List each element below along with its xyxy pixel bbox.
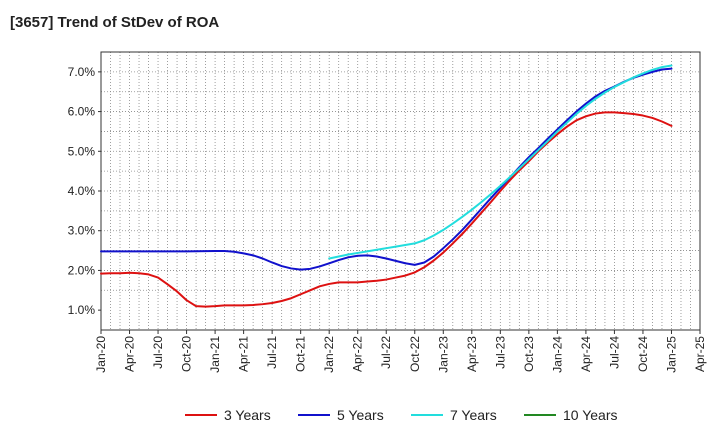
series-line-7-years [328,64,673,260]
x-tick-label: Jan-22 [322,336,336,373]
x-tick-label: Jul-24 [607,336,621,369]
x-tick-label: Jan-21 [208,336,222,373]
legend-label: 3 Years [224,407,271,423]
legend-item-7-years: 7 Years [411,407,497,423]
y-tick-label: 7.0% [68,65,96,79]
x-tick-label: Jan-24 [550,336,564,373]
legend-label: 5 Years [337,407,384,423]
legend-label: 7 Years [450,407,497,423]
legend-item-3-years: 3 Years [185,407,271,423]
y-tick-label: 6.0% [68,105,96,119]
y-tick-label: 3.0% [68,224,96,238]
y-tick-label: 4.0% [68,184,96,198]
x-tick-label: Apr-24 [579,336,593,372]
x-tick-label: Apr-25 [693,336,707,372]
x-tick-label: Jan-23 [436,336,450,373]
x-tick-label: Oct-23 [522,336,536,372]
chart-title: [3657] Trend of StDev of ROA [10,14,220,31]
x-tick-label: Jul-21 [265,336,279,369]
x-tick-label: Jan-20 [94,336,108,373]
x-tick-label: Jul-22 [379,336,393,369]
x-tick-label: Oct-21 [294,336,308,372]
legend-item-10-years: 10 Years [524,407,618,423]
x-tick-label: Apr-22 [351,336,365,372]
series-line-5-years [100,67,673,271]
y-tick-label: 5.0% [68,144,96,158]
x-tick-label: Apr-23 [465,336,479,372]
y-tick-label: 2.0% [68,263,96,277]
series-line-3-years [100,111,673,308]
y-tick-label: 1.0% [68,303,96,317]
x-tick-label: Oct-20 [180,336,194,372]
x-tick-label: Oct-22 [408,336,422,372]
x-tick-label: Jul-23 [493,336,507,369]
x-tick-label: Jul-20 [151,336,165,369]
plot-area [101,52,700,330]
x-tick-label: Apr-21 [237,336,251,372]
x-tick-label: Apr-20 [123,336,137,372]
legend-label: 10 Years [563,407,618,423]
legend-item-5-years: 5 Years [298,407,384,423]
x-tick-label: Oct-24 [636,336,650,372]
x-tick-label: Jan-25 [664,336,678,373]
